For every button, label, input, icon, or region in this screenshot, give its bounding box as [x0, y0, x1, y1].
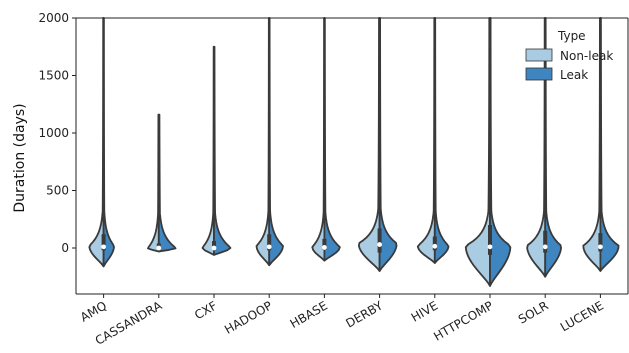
violin-half-nonleak [201, 45, 215, 256]
legend-label-leak: Leak [560, 68, 588, 82]
violin-half-leak [433, 17, 450, 264]
x-tick-label: DERBY [343, 298, 385, 330]
x-tick-label: HADOOP [222, 298, 275, 336]
violin-half-leak [157, 113, 177, 253]
x-tick-label: AMQ [78, 298, 109, 324]
x-tick-label: HIVE [409, 298, 441, 324]
y-tick-label: 1500 [38, 69, 69, 83]
violin-half-nonleak [255, 17, 271, 267]
violin-half-nonleak [357, 17, 381, 272]
x-tick-label: CXF [192, 298, 219, 322]
violin-median [156, 245, 162, 251]
legend-swatch-leak [525, 67, 553, 81]
y-tick-label: 1000 [38, 126, 69, 140]
x-tick-label: HBASE [288, 298, 330, 330]
y-tick-label: 2000 [38, 11, 69, 25]
violin-half-nonleak [464, 17, 491, 287]
violin-half-leak [102, 17, 115, 268]
violin-median [432, 243, 438, 249]
y-axis-title: Duration (days) [12, 103, 28, 212]
violin-half-nonleak [311, 17, 326, 262]
legend-title: Type [557, 29, 586, 43]
x-tick-label: SOLR [516, 298, 551, 326]
violin-median [542, 244, 548, 250]
violin-half-leak [213, 45, 232, 256]
violin-median [101, 244, 106, 250]
legend-label-nonleak: Non-leak [560, 49, 613, 63]
violin-half-nonleak [88, 17, 105, 268]
legend-swatch-nonleak [525, 48, 553, 62]
violin-median [322, 245, 327, 250]
violin-median [598, 244, 603, 250]
violin-half-leak [489, 17, 512, 287]
violin-half-leak [378, 17, 398, 272]
y-tick-label: 500 [46, 184, 69, 198]
y-tick-label: 0 [61, 241, 69, 255]
legend: Type Non-leak Leak [525, 29, 613, 82]
violin-half-leak [268, 17, 284, 267]
violin-median [211, 245, 217, 251]
violin-half-leak [323, 17, 341, 262]
x-tick-label: HTTPCOMP [431, 298, 495, 343]
violin-median [377, 242, 382, 247]
violin-median [266, 244, 272, 250]
violin-median [487, 244, 493, 250]
violin-half-nonleak [416, 17, 436, 264]
x-tick-label: LUCENE [558, 298, 606, 334]
violin-half-nonleak [147, 113, 160, 253]
